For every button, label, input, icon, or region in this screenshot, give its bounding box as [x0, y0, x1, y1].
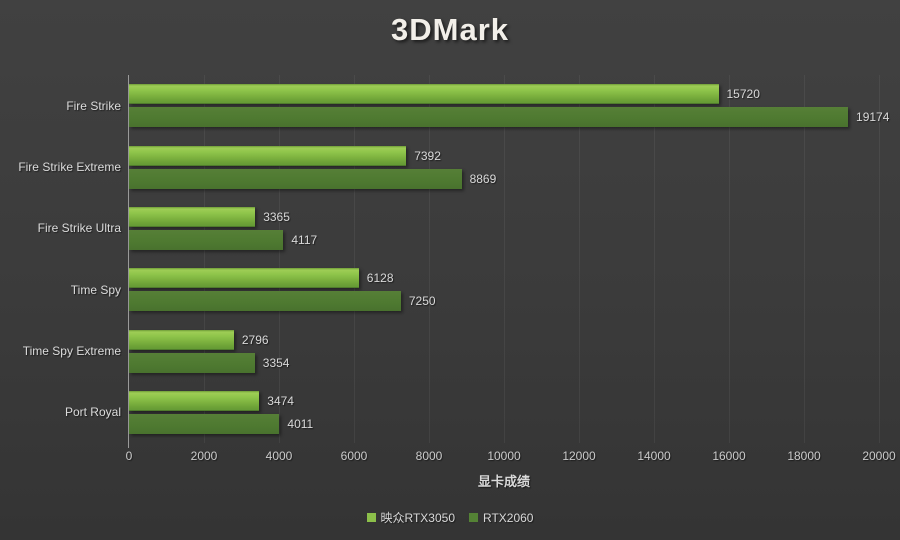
plot-area: 15720 19174 7392 8869 3365 4117 6128 7250 2796 33…: [129, 75, 889, 443]
legend-item: RTX2060: [469, 511, 533, 525]
x-tick-label: 0: [125, 449, 133, 463]
x-tick-label: 20000: [862, 449, 896, 463]
bar-映众RTX3050: [129, 84, 719, 105]
x-tick-label: 18000: [787, 449, 821, 463]
bar-RTX2060: [129, 413, 280, 434]
value-label: 4011: [287, 416, 314, 431]
bar-映众RTX3050: [129, 145, 407, 166]
category-label: Port Royal: [64, 405, 121, 420]
bar-RTX2060: [129, 352, 255, 373]
value-label: 3354: [262, 355, 290, 370]
value-label: 19174: [856, 110, 890, 125]
bar-RTX2060: [129, 291, 401, 312]
value-label: 15720: [726, 87, 760, 102]
x-tick-label: 10000: [487, 449, 521, 463]
value-label: 4117: [291, 232, 318, 247]
legend-swatch: [366, 513, 376, 522]
gridline: [204, 75, 205, 443]
value-label: 2796: [241, 332, 269, 347]
value-label: 7250: [408, 294, 436, 309]
gridline: [279, 75, 280, 443]
x-tick-label: 16000: [712, 449, 746, 463]
category-axis-line: [128, 75, 129, 448]
x-tick-label: 6000: [340, 449, 368, 463]
category-label: Time Spy: [70, 282, 121, 297]
legend-swatch: [469, 513, 478, 522]
value-label: 6128: [366, 271, 394, 286]
legend-item: 映众RTX3050: [366, 509, 455, 526]
x-tick-label: 2000: [190, 449, 218, 463]
category-label: Fire Strike Extreme: [18, 160, 121, 174]
bar-映众RTX3050: [129, 390, 260, 411]
gridline: [504, 75, 505, 443]
value-label: 3474: [267, 393, 294, 408]
bar-RTX2060: [129, 107, 849, 128]
x-tick-label: 14000: [637, 449, 671, 463]
gridline: [654, 75, 655, 443]
x-tick-label: 4000: [265, 449, 293, 463]
value-label: 7392: [414, 148, 441, 163]
category-label: Fire Strike: [66, 98, 121, 113]
bar-RTX2060: [129, 229, 284, 250]
gridline: [804, 75, 805, 443]
gridline: [429, 75, 430, 443]
bar-RTX2060: [129, 168, 462, 189]
category-label: Fire Strike Ultra: [37, 221, 121, 236]
bar-映众RTX3050: [129, 268, 359, 289]
bar-映众RTX3050: [129, 329, 234, 350]
legend-label: RTX2060: [483, 510, 534, 525]
gridline: [729, 75, 730, 443]
category-label: Time Spy Extreme: [22, 344, 121, 358]
gridline: [579, 75, 580, 443]
x-tick-label: 8000: [415, 449, 443, 463]
gridline: [354, 75, 355, 443]
value-label: 3365: [263, 209, 290, 224]
gridline: [879, 75, 880, 443]
x-tick-label: 12000: [562, 449, 596, 463]
legend: 映众RTX3050 RTX2060: [0, 509, 900, 526]
chart-title: 3DMark: [391, 12, 509, 47]
bar-映众RTX3050: [129, 206, 256, 227]
x-axis-title: 显卡成绩: [477, 474, 530, 489]
legend-label: 映众RTX3050: [380, 511, 455, 525]
value-label: 8869: [469, 171, 497, 186]
